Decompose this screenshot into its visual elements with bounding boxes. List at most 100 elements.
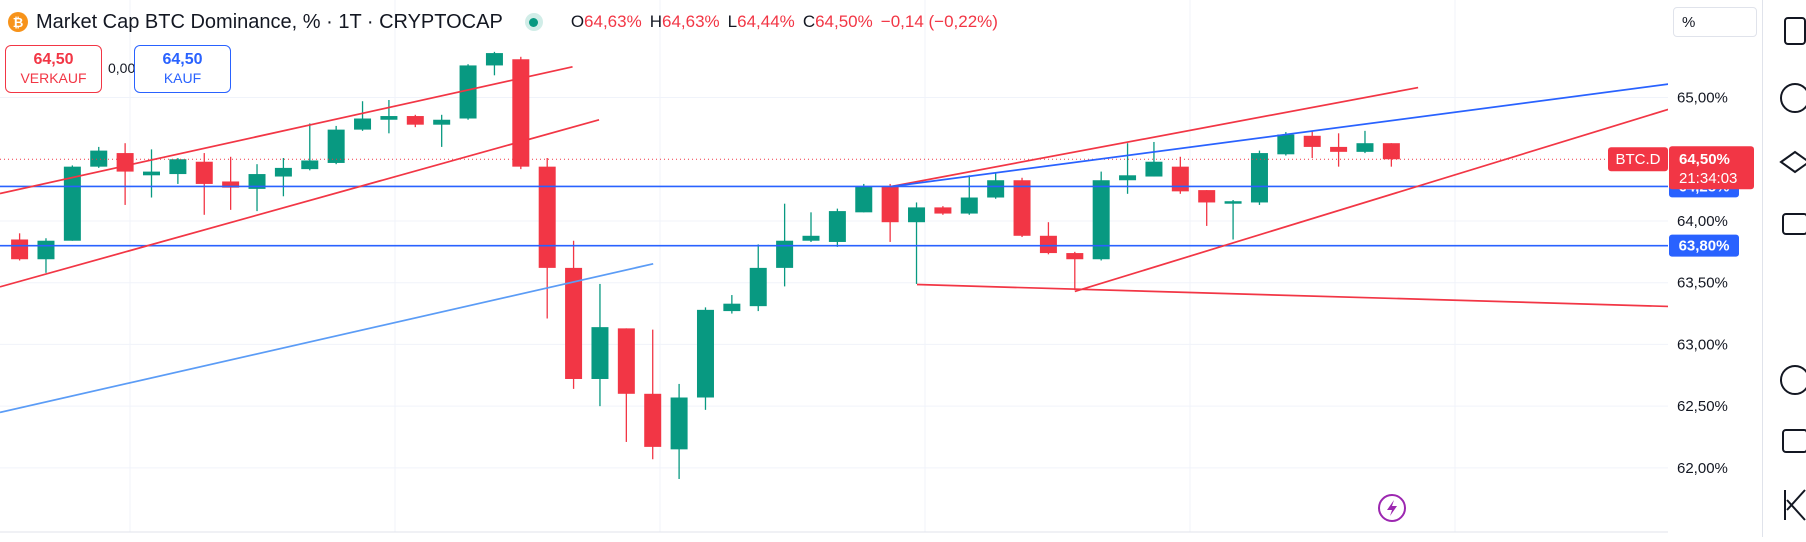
- candle-body: [960, 197, 978, 214]
- candle-body: [248, 174, 266, 189]
- candle-body: [908, 207, 926, 223]
- y-tick-label: 62,00%: [1677, 460, 1728, 477]
- candle-body: [644, 393, 662, 447]
- grid: [0, 97, 1668, 469]
- y-tick-label: 63,00%: [1677, 336, 1728, 353]
- trendline[interactable]: [0, 65, 573, 195]
- candle-body: [670, 397, 688, 450]
- last-price-label: 64,50%: [1679, 151, 1730, 168]
- ohlc-key: C: [802, 12, 816, 31]
- icon-ring: [1378, 494, 1406, 522]
- candle-body: [169, 159, 187, 175]
- candle-body: [512, 59, 530, 167]
- buy-label: KAUF: [163, 70, 202, 86]
- candle-body: [406, 116, 424, 125]
- chart-title: Market Cap BTC Dominance, % · 1T · CRYPT…: [36, 10, 503, 33]
- candle-body: [1277, 134, 1295, 155]
- candle-body: [143, 171, 160, 176]
- candle-body: [90, 150, 108, 167]
- candle-body: [1250, 153, 1268, 203]
- candle-body: [617, 328, 635, 394]
- ohlc-value: 64,63%: [662, 12, 720, 31]
- y-tick-label: 62,50%: [1677, 398, 1728, 415]
- candle-body: [11, 239, 29, 260]
- sell-label: VERKAUF: [20, 70, 87, 86]
- candle-body: [591, 327, 609, 379]
- candle-body: [723, 303, 741, 312]
- candle-body: [1066, 253, 1084, 260]
- icon-alerts[interactable]: [1780, 83, 1806, 113]
- lightning-icon[interactable]: [1378, 494, 1406, 522]
- countdown-label: 21:34:03: [1679, 170, 1737, 187]
- y-tick-label: 63,50%: [1677, 275, 1728, 292]
- y-tick-label: 65,00%: [1677, 90, 1728, 107]
- ohlc-value: 64,63%: [584, 12, 642, 31]
- trendline[interactable]: [890, 86, 1419, 188]
- trendline[interactable]: [890, 83, 1669, 188]
- ohlc-value: 64,44%: [737, 12, 795, 31]
- candle-body: [1330, 146, 1348, 152]
- price-axis-labels: 62,00%62,50%63,00%63,50%64,00%65,00%64,2…: [1608, 90, 1754, 477]
- buy-button[interactable]: 64,50 KAUF: [134, 45, 231, 93]
- price-line-tag: [1669, 234, 1739, 257]
- candle-body: [1303, 135, 1321, 147]
- ohlc-change: −0,14 (−0,22%): [880, 12, 998, 31]
- price-lines: [0, 158, 1668, 247]
- candle-body: [1119, 175, 1137, 181]
- icon-watchlist[interactable]: [1784, 17, 1806, 45]
- candle-body: [749, 267, 767, 307]
- market-status[interactable]: [524, 13, 543, 31]
- scale-mode[interactable]: %: [1673, 7, 1757, 37]
- trendline[interactable]: [1074, 108, 1669, 293]
- candle-body: [380, 116, 398, 120]
- icon-calendar[interactable]: [1782, 429, 1806, 453]
- ohlc-value: 64,50%: [815, 12, 873, 31]
- candle-body: [881, 186, 899, 223]
- candle-body: [1092, 180, 1110, 260]
- candle-body: [63, 166, 81, 241]
- candle-body: [222, 181, 240, 188]
- candle-body: [987, 180, 1005, 198]
- trendline[interactable]: [0, 262, 654, 414]
- ohlc-key: O: [570, 12, 585, 31]
- candle-body: [485, 53, 503, 66]
- candle-body: [696, 309, 714, 398]
- candle-body: [1013, 180, 1031, 236]
- icon-bolt: [1387, 500, 1397, 516]
- candle-body: [1039, 235, 1057, 254]
- last-price-tag: [1669, 146, 1754, 190]
- candle-body: [802, 235, 820, 241]
- icon-gauge[interactable]: [1780, 365, 1806, 395]
- y-tick-label: 64,00%: [1677, 213, 1728, 230]
- candle-body: [565, 267, 583, 379]
- symbol-label: BTC.D: [1616, 151, 1661, 168]
- candle-body: [354, 118, 372, 130]
- icon-chat[interactable]: [1782, 213, 1806, 235]
- price-axis: [1668, 0, 1762, 537]
- trendline[interactable]: [916, 283, 1669, 308]
- candle-body: [433, 119, 451, 125]
- candle-body: [1224, 201, 1242, 204]
- price-line-label: 63,80%: [1679, 238, 1730, 255]
- candle-body: [195, 161, 213, 184]
- candle-body: [934, 207, 952, 214]
- spread: 0,00: [108, 60, 136, 76]
- candle-body: [274, 167, 292, 177]
- candle-body: [301, 160, 319, 170]
- ohlc-key: L: [727, 12, 738, 31]
- candle-body: [828, 211, 846, 242]
- candles: [11, 51, 1400, 479]
- header: ₿ Market Cap BTC Dominance, % · 1T · CRY…: [8, 8, 998, 36]
- sell-button[interactable]: 64,50 VERKAUF: [5, 45, 102, 93]
- trendline[interactable]: [0, 118, 600, 288]
- candle-body: [116, 153, 134, 172]
- candle-body: [855, 186, 873, 213]
- icon-tools[interactable]: [1784, 489, 1806, 521]
- ohlc-key: H: [649, 12, 662, 31]
- candle-body: [1171, 166, 1189, 192]
- candle-body: [1382, 143, 1400, 160]
- ohlc-legend: O 64,63% H 64,63% L 64,44% C 64,50% −0,14 (−0,22…: [563, 12, 998, 32]
- candle-body: [538, 166, 556, 268]
- icon-layers[interactable]: [1779, 150, 1806, 174]
- candle-body: [327, 129, 345, 163]
